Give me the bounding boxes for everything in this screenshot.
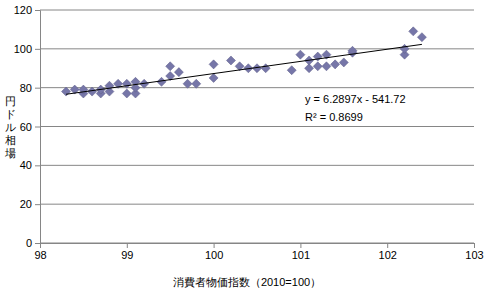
x-tick-label: 100 bbox=[205, 249, 223, 261]
point bbox=[122, 89, 131, 98]
y-tick-label: 60 bbox=[20, 121, 32, 133]
x-tick: 102 bbox=[379, 243, 397, 261]
trend-line bbox=[66, 44, 422, 94]
grid-line bbox=[40, 10, 474, 11]
point bbox=[166, 62, 175, 71]
grid bbox=[40, 10, 474, 243]
y-tick-mark bbox=[35, 127, 40, 128]
point bbox=[400, 44, 409, 53]
x-tick-label: 103 bbox=[465, 249, 483, 261]
x-tick-mark bbox=[474, 243, 475, 248]
point bbox=[339, 58, 348, 67]
x-tick-mark bbox=[127, 243, 128, 248]
x-tick: 103 bbox=[465, 243, 483, 261]
x-tick-mark bbox=[387, 243, 388, 248]
y-tick-label: 0 bbox=[26, 237, 32, 249]
y-axis-title: 円ドル相場 bbox=[4, 95, 16, 159]
y-tick-label: 40 bbox=[20, 159, 32, 171]
x-axis-line bbox=[41, 244, 475, 249]
points bbox=[62, 27, 427, 98]
x-tick-label: 99 bbox=[121, 249, 133, 261]
grid-line bbox=[40, 165, 474, 166]
point bbox=[157, 77, 166, 86]
y-tick: 0 bbox=[26, 237, 40, 249]
x-tick: 99 bbox=[121, 243, 133, 261]
point bbox=[287, 66, 296, 75]
chart: 98 99 100 101 102 103 0 20 40 60 80 100 120 y = 6.289… bbox=[0, 0, 489, 294]
plot: 98 99 100 101 102 103 0 20 40 60 80 100 120 bbox=[14, 4, 484, 261]
x-tick: 101 bbox=[292, 243, 310, 261]
y-tick: 40 bbox=[20, 159, 40, 171]
x-tick-label: 101 bbox=[292, 249, 310, 261]
point bbox=[122, 79, 131, 88]
x-tick-label: 98 bbox=[34, 249, 46, 261]
x-axis-title: 消費者物価指数（2010=100） bbox=[173, 276, 321, 288]
y-axis-line bbox=[35, 11, 41, 244]
y-tick-mark bbox=[35, 165, 40, 166]
point bbox=[192, 79, 201, 88]
point bbox=[261, 64, 270, 73]
y-tick-label: 120 bbox=[14, 4, 32, 16]
x-tick-mark bbox=[300, 243, 301, 248]
x-axis: 98 99 100 101 102 103 bbox=[34, 243, 483, 261]
x-tick-mark bbox=[214, 243, 215, 248]
y-tick-label: 80 bbox=[20, 82, 32, 94]
point bbox=[174, 68, 183, 77]
point bbox=[409, 27, 418, 36]
point bbox=[313, 62, 322, 71]
annotation: R² = 0.8699 bbox=[305, 111, 363, 123]
grid-line bbox=[40, 126, 474, 127]
point bbox=[62, 87, 71, 96]
y-tick-mark bbox=[35, 204, 40, 205]
point bbox=[417, 33, 426, 42]
y-tick-mark bbox=[35, 243, 40, 244]
grid-line bbox=[40, 87, 474, 88]
x-tick-label: 102 bbox=[379, 249, 397, 261]
point bbox=[331, 60, 340, 69]
point bbox=[183, 79, 192, 88]
x-tick: 100 bbox=[205, 243, 223, 261]
marks bbox=[62, 27, 427, 98]
x-tick: 98 bbox=[34, 243, 46, 261]
y-tick-mark bbox=[35, 49, 40, 50]
annotation: y = 6.2897x - 541.72 bbox=[305, 93, 406, 105]
y-tick-label: 20 bbox=[20, 198, 32, 210]
y-axis: 0 20 40 60 80 100 120 bbox=[14, 4, 41, 249]
y-tick: 60 bbox=[20, 121, 40, 133]
point bbox=[209, 73, 218, 82]
y-tick-mark bbox=[35, 88, 40, 89]
point bbox=[296, 50, 305, 59]
y-tick: 120 bbox=[14, 4, 40, 16]
y-tick: 100 bbox=[14, 43, 40, 55]
y-tick: 20 bbox=[20, 198, 40, 210]
y-tick: 80 bbox=[20, 82, 40, 94]
point bbox=[226, 56, 235, 65]
point bbox=[322, 62, 331, 71]
point bbox=[209, 60, 218, 69]
grid-line bbox=[40, 204, 474, 205]
y-tick-mark bbox=[35, 10, 40, 11]
y-tick-label: 100 bbox=[14, 43, 32, 55]
